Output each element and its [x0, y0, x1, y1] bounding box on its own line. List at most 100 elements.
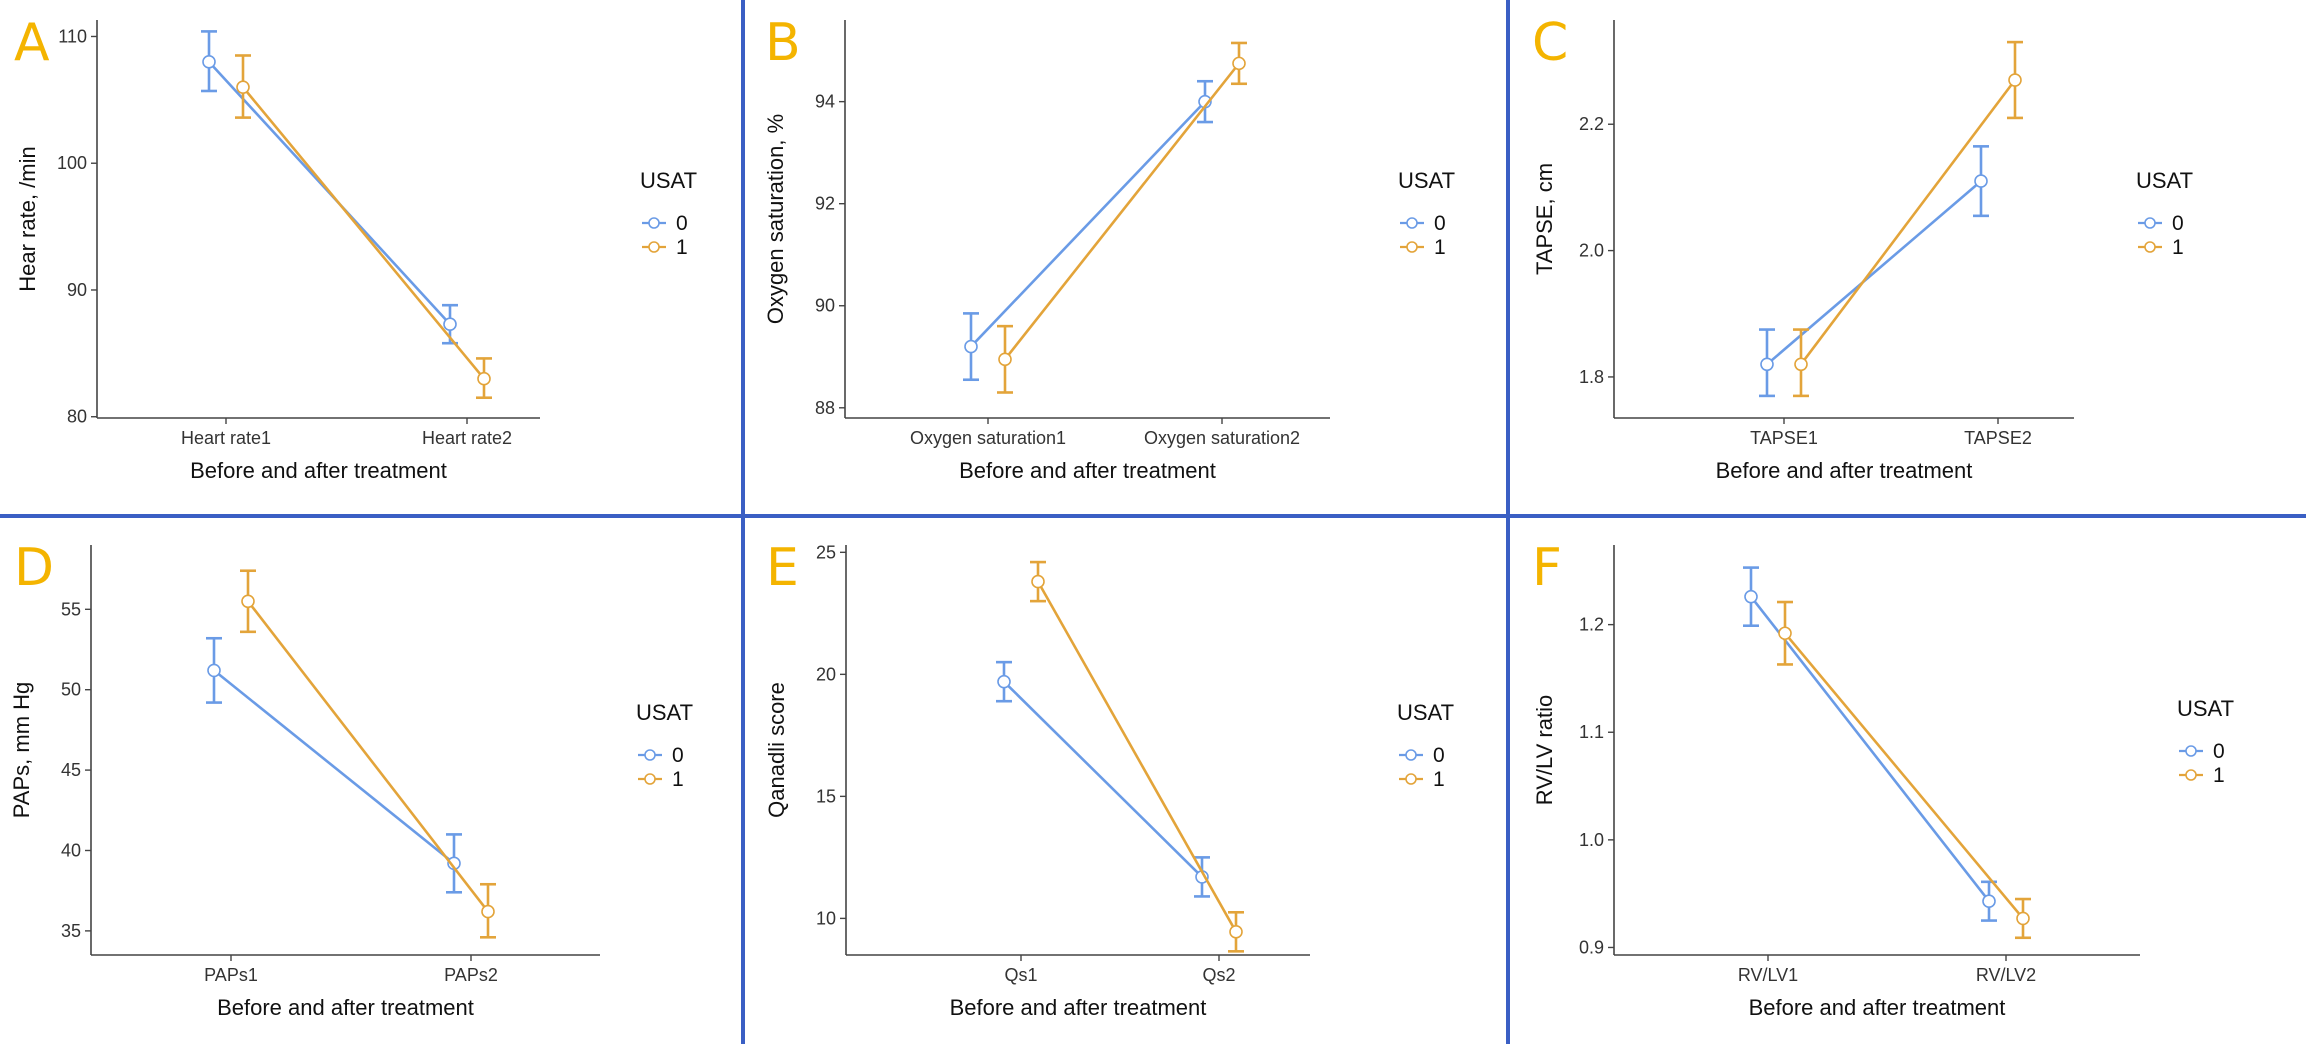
legend: USAT 01: [2177, 696, 2234, 787]
x-axis-title: Before and after treatment: [959, 458, 1216, 483]
legend-key-point: [1406, 217, 1418, 229]
legend-label: 0: [672, 744, 684, 767]
legend-item-1: 1: [2138, 236, 2184, 259]
panel-e: E 10 15 20 25 Qs1 Qs2 Before and after treatmen…: [764, 538, 1454, 1020]
panel-letter: B: [765, 13, 801, 73]
y-tick-label: 35: [61, 921, 81, 941]
data-point: [477, 371, 491, 386]
legend-item-0: 0: [638, 744, 684, 767]
legend-item-0: 0: [1399, 744, 1445, 767]
series-1-line: [246, 600, 490, 913]
legend-label: 0: [1433, 744, 1445, 767]
y-tick-label: 55: [61, 599, 81, 619]
x-tick-label: PAPs2: [444, 965, 498, 985]
legend-key-point: [644, 749, 656, 761]
data-point: [1744, 589, 1758, 604]
y-tick-label: 94: [815, 92, 835, 112]
legend: USAT 01: [1398, 168, 1455, 259]
legend-label: 0: [2172, 212, 2184, 235]
data-point: [1794, 357, 1808, 372]
y-axis-title: TAPSE, cm: [1532, 163, 1557, 275]
legend-label: 0: [2213, 740, 2225, 763]
series-0-line: [970, 100, 1206, 348]
y-tick-label: 90: [67, 280, 87, 300]
y-tick-label: 1.1: [1579, 722, 1604, 742]
data-point: [443, 317, 457, 332]
data-point: [1982, 894, 1996, 908]
y-axis-title: PAPs, mm Hg: [9, 682, 34, 819]
data-point: [1778, 626, 1792, 641]
legend-title: USAT: [2136, 168, 2193, 193]
legend-item-0: 0: [2179, 740, 2225, 763]
x-axis-title: Before and after treatment: [217, 995, 474, 1020]
legend-item-1: 1: [642, 236, 688, 259]
legend-key-point: [1405, 773, 1417, 785]
x-tick-label: Oxygen saturation2: [1144, 428, 1300, 448]
legend-title: USAT: [1398, 168, 1455, 193]
data-point: [241, 594, 255, 609]
legend-key-point: [1405, 749, 1417, 761]
y-tick-label: 92: [815, 194, 835, 214]
legend-item-1: 1: [1399, 768, 1445, 791]
data-point: [236, 80, 250, 94]
legend-label: 1: [676, 236, 688, 259]
legend-key-point: [648, 241, 660, 253]
legend-label: 1: [1434, 236, 1446, 259]
x-tick-label: Heart rate2: [422, 428, 512, 448]
legend-key-point: [2144, 241, 2156, 253]
y-tick-label: 50: [61, 680, 81, 700]
x-tick-label: Qs1: [1004, 965, 1037, 985]
panel-d: D 35 40 45 50 55 PAPs1 PAPs2 Before and after tr…: [9, 538, 693, 1020]
x-tick-label: Qs2: [1202, 965, 1235, 985]
panel-letter: C: [1532, 13, 1568, 73]
y-tick-label: 2.0: [1579, 241, 1604, 261]
x-tick-label: TAPSE2: [1964, 428, 2032, 448]
y-tick-label: 20: [816, 664, 836, 684]
legend-label: 0: [676, 212, 688, 235]
legend-item-1: 1: [1400, 236, 1446, 259]
series-0-line: [213, 669, 455, 865]
y-tick-label: 90: [815, 296, 835, 316]
legend: USAT 01: [640, 168, 697, 259]
x-axis-title: Before and after treatment: [1716, 458, 1973, 483]
legend-label: 1: [672, 768, 684, 791]
legend-key-point: [2144, 217, 2156, 229]
y-axis-title: Hear rate, /min: [15, 146, 40, 292]
data-point: [964, 339, 978, 354]
legend-item-0: 0: [2138, 212, 2184, 235]
legend: USAT 01: [2136, 168, 2193, 259]
data-point: [1974, 174, 1988, 188]
series-0-line: [1766, 180, 1982, 366]
y-tick-label: 45: [61, 760, 81, 780]
legend-key-point: [644, 773, 656, 785]
y-axis-title: RV/LV ratio: [1532, 695, 1557, 805]
y-axis-title: Oxygen saturation, %: [763, 114, 788, 324]
x-axis-title: Before and after treatment: [1749, 995, 2006, 1020]
y-tick-label: 1.8: [1579, 367, 1604, 387]
legend-item-1: 1: [2179, 764, 2225, 787]
data-point: [997, 674, 1011, 689]
legend-label: 1: [1433, 768, 1445, 791]
x-tick-label: RV/LV1: [1738, 965, 1798, 985]
panel-letter: A: [14, 13, 50, 73]
x-tick-label: PAPs1: [204, 965, 258, 985]
legend-title: USAT: [640, 168, 697, 193]
y-axis-title: Qanadli score: [764, 682, 789, 818]
legend-key-point: [1406, 241, 1418, 253]
panel-a: A 80 90 100 110 Heart rate1 Heart rate2 Before …: [14, 13, 697, 483]
x-axis-title: Before and after treatment: [950, 995, 1207, 1020]
data-point: [998, 352, 1012, 367]
panel-letter: D: [14, 538, 54, 598]
y-tick-label: 2.2: [1579, 114, 1604, 134]
legend-item-0: 0: [1400, 212, 1446, 235]
y-tick-label: 88: [815, 398, 835, 418]
data-point: [481, 904, 495, 919]
x-tick-label: Oxygen saturation1: [910, 428, 1066, 448]
legend: USAT 01: [1397, 700, 1454, 791]
data-point: [1031, 574, 1045, 589]
legend-key-point: [648, 217, 660, 229]
x-tick-label: TAPSE1: [1750, 428, 1818, 448]
y-tick-label: 15: [816, 786, 836, 806]
